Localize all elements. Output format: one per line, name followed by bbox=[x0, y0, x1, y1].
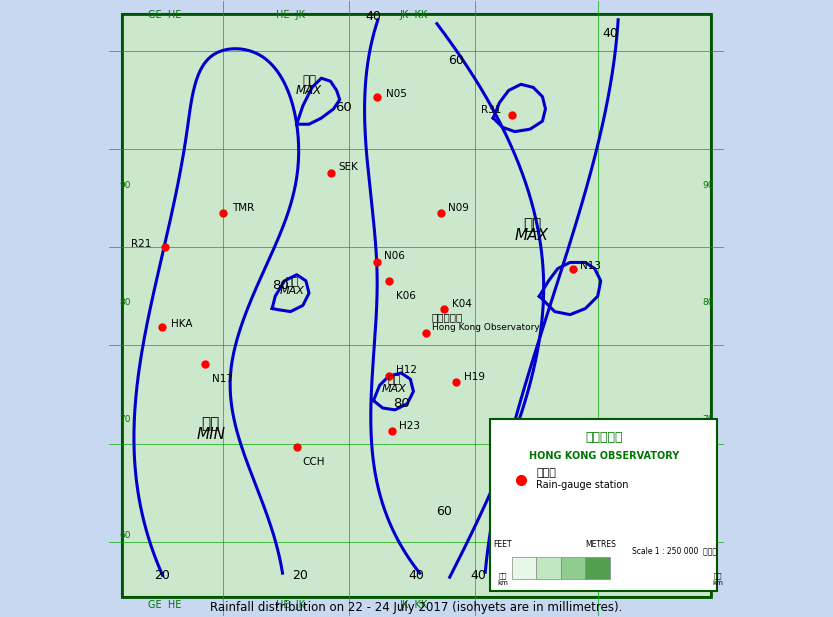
Text: K04: K04 bbox=[451, 299, 471, 308]
Text: Rainfall distribution on 22 - 24 July 2017 (isohyets are in millimetres).: Rainfall distribution on 22 - 24 July 20… bbox=[210, 601, 623, 614]
Text: 30: 30 bbox=[620, 584, 631, 592]
Text: N06: N06 bbox=[384, 251, 405, 261]
Text: N09: N09 bbox=[448, 204, 469, 213]
Text: HONG KONG OBSERVATORY: HONG KONG OBSERVATORY bbox=[529, 451, 679, 461]
Text: 20: 20 bbox=[153, 569, 170, 582]
Text: R21: R21 bbox=[131, 239, 152, 249]
Text: GE  HE: GE HE bbox=[148, 10, 182, 20]
Text: 香港天文台: 香港天文台 bbox=[585, 431, 622, 444]
Text: JK  KK: JK KK bbox=[399, 10, 427, 20]
Bar bbox=[511, 557, 536, 579]
Text: 70: 70 bbox=[119, 415, 131, 423]
Text: 最高: 最高 bbox=[387, 375, 401, 385]
Text: 60: 60 bbox=[336, 101, 352, 114]
Text: 90: 90 bbox=[702, 181, 714, 190]
Text: Hong Kong Observatory: Hong Kong Observatory bbox=[431, 323, 540, 332]
Text: 最高: 最高 bbox=[302, 75, 316, 88]
Text: R31: R31 bbox=[481, 105, 501, 115]
Text: FEET: FEET bbox=[493, 540, 511, 550]
Text: 80: 80 bbox=[393, 397, 410, 410]
Text: JK  KK: JK KK bbox=[399, 600, 427, 610]
Text: TMR: TMR bbox=[232, 204, 255, 213]
Text: 雨量站: 雨量站 bbox=[536, 468, 556, 478]
Text: MAX: MAX bbox=[296, 83, 322, 97]
Text: MAX: MAX bbox=[382, 384, 407, 394]
Text: 80: 80 bbox=[119, 298, 131, 307]
Text: 公里
km: 公里 km bbox=[497, 572, 508, 586]
Text: 40: 40 bbox=[366, 10, 382, 23]
Text: HE  JK: HE JK bbox=[276, 600, 305, 610]
Text: 最低: 最低 bbox=[202, 416, 220, 431]
Bar bbox=[536, 557, 561, 579]
Text: N13: N13 bbox=[581, 260, 601, 270]
Text: 40: 40 bbox=[602, 27, 618, 40]
Text: H12: H12 bbox=[397, 365, 417, 375]
Text: 80: 80 bbox=[702, 298, 714, 307]
Text: 最高: 最高 bbox=[523, 217, 541, 232]
Text: N17: N17 bbox=[212, 374, 233, 384]
Text: K06: K06 bbox=[397, 291, 416, 301]
Text: 60: 60 bbox=[702, 531, 714, 540]
Bar bbox=[586, 557, 610, 579]
Text: 80: 80 bbox=[272, 280, 289, 292]
Text: HKA: HKA bbox=[171, 319, 192, 329]
Text: 香港天文台: 香港天文台 bbox=[431, 312, 463, 322]
Text: 最高: 最高 bbox=[286, 277, 299, 287]
Text: 60: 60 bbox=[448, 54, 464, 67]
Text: 40: 40 bbox=[408, 569, 425, 582]
Text: 60: 60 bbox=[119, 531, 131, 540]
Text: H19: H19 bbox=[464, 372, 485, 383]
Text: 公里
km: 公里 km bbox=[712, 572, 723, 586]
Bar bbox=[561, 557, 586, 579]
Text: N05: N05 bbox=[386, 88, 407, 99]
Text: 40: 40 bbox=[470, 569, 486, 582]
Text: MAX: MAX bbox=[515, 228, 549, 242]
Bar bbox=[490, 419, 717, 591]
Text: 70: 70 bbox=[702, 415, 714, 423]
Text: 90: 90 bbox=[119, 181, 131, 190]
Text: Rain-gauge station: Rain-gauge station bbox=[536, 481, 629, 491]
Text: 60: 60 bbox=[436, 505, 452, 518]
Text: HE  JK: HE JK bbox=[276, 10, 305, 20]
Text: H23: H23 bbox=[399, 421, 421, 431]
Text: MAX: MAX bbox=[280, 286, 305, 296]
Text: 20: 20 bbox=[292, 569, 307, 582]
Text: METRES: METRES bbox=[586, 540, 616, 550]
Text: SEK: SEK bbox=[338, 162, 357, 172]
Text: 10: 10 bbox=[497, 584, 508, 592]
Text: GE  HE: GE HE bbox=[148, 600, 182, 610]
Text: Scale 1 : 250 000  比例尺: Scale 1 : 250 000 比例尺 bbox=[632, 547, 717, 556]
Text: CCH: CCH bbox=[303, 457, 326, 467]
Text: 40: 40 bbox=[614, 569, 631, 582]
Text: MIN: MIN bbox=[197, 428, 225, 442]
Text: 20: 20 bbox=[559, 584, 569, 592]
